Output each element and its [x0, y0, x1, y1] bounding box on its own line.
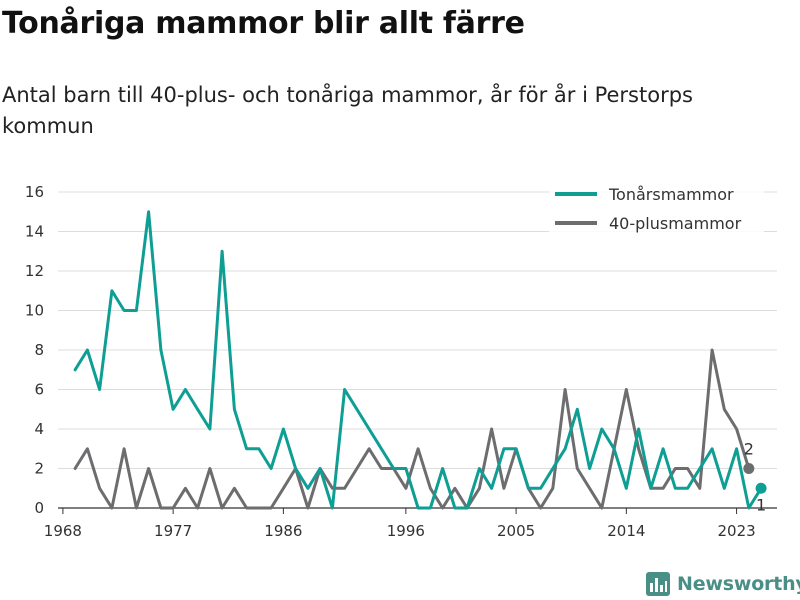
x-tick-label: 1996 [387, 522, 425, 540]
series-end-label: 2 [744, 440, 754, 459]
y-tick-label: 0 [34, 499, 44, 517]
series-end-point [743, 463, 755, 474]
y-tick-label: 4 [34, 420, 44, 438]
x-axis: 1968 1977 1986 1996 2005 2014 2023 [44, 507, 777, 540]
x-tick-label: 2023 [717, 522, 755, 540]
chart-title: Tonåriga mammor blir allt färre [2, 6, 525, 41]
chart-subtitle: Antal barn till 40-plus- och tonåriga ma… [2, 83, 693, 138]
series-layer: 12 [73, 210, 767, 514]
y-tick-label: 16 [25, 183, 44, 201]
y-axis: 0 2 4 6 8 10 12 14 16 [25, 183, 44, 517]
brand-logo: Newsworthy [645, 569, 800, 599]
legend-item[interactable]: Tonårsmammor [555, 185, 734, 204]
y-tick-label: 10 [25, 302, 44, 320]
y-tick-label: 8 [34, 341, 44, 359]
y-tick-label: 14 [25, 223, 44, 241]
legend-item[interactable]: 40-plusmammor [555, 214, 742, 233]
brand-name: Newsworthy [677, 573, 800, 595]
x-tick-label: 1986 [264, 522, 302, 540]
series-end-label: 1 [756, 495, 766, 514]
x-tick-label: 1977 [154, 522, 192, 540]
y-tick-label: 12 [25, 262, 44, 280]
x-tick-label: 2005 [497, 522, 535, 540]
x-tick-label: 2014 [607, 522, 645, 540]
series-end-point [755, 482, 767, 494]
x-tick-label: 1968 [44, 522, 82, 540]
y-tick-label: 2 [34, 460, 44, 478]
legend-background [549, 180, 764, 240]
legend-label: 40-plusmammor [609, 214, 742, 233]
legend-label: Tonårsmammor [608, 185, 734, 204]
bar-chart-logo-icon [646, 572, 670, 596]
series-line-tonarsmammor [73, 210, 763, 510]
y-tick-label: 6 [34, 381, 44, 399]
legend[interactable]: Tonårsmammor 40-plusmammor [549, 180, 764, 240]
